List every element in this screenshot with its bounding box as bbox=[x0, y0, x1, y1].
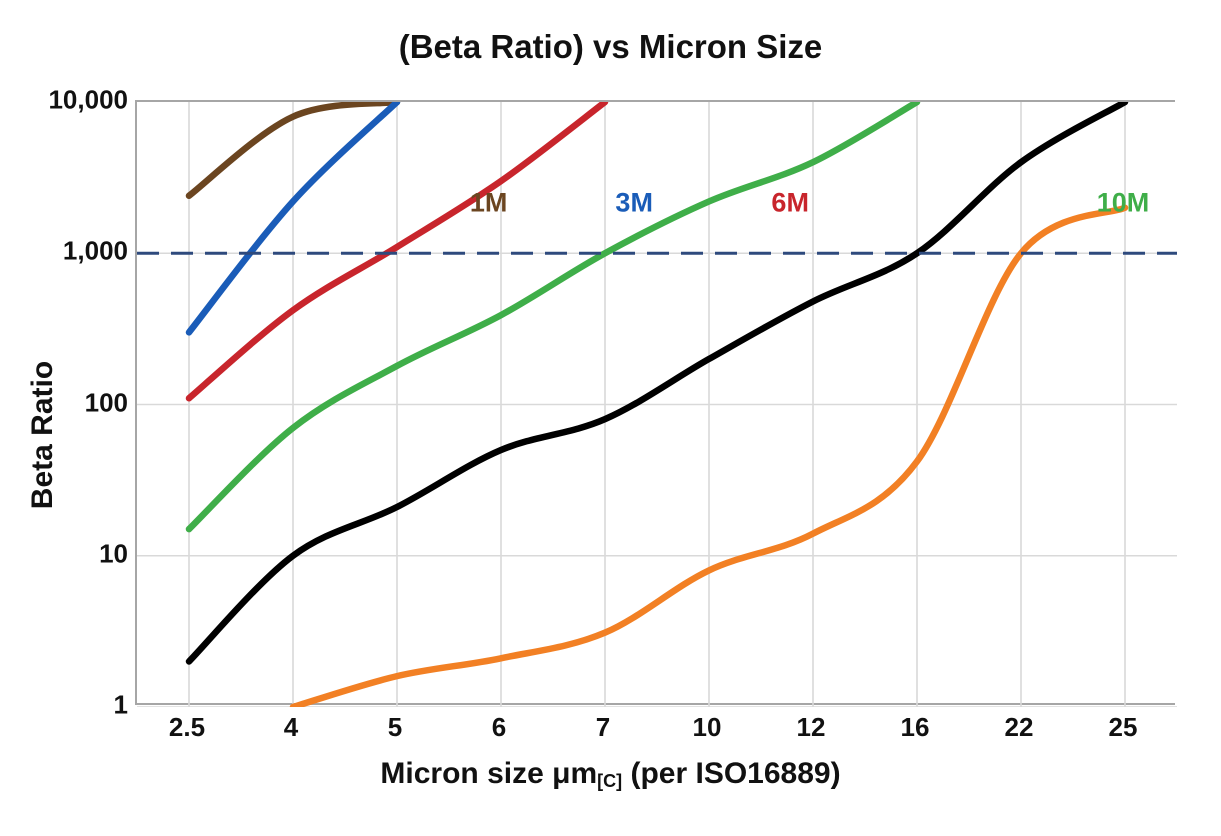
series-line-6m bbox=[185, 102, 609, 402]
y-tick-label-100: 100 bbox=[84, 387, 128, 417]
y-tick-label-10: 10 bbox=[99, 538, 128, 569]
plot-area bbox=[135, 100, 1177, 707]
y-tick-label-1000: 1,000 bbox=[62, 235, 128, 266]
x-tick-label-25: 25 bbox=[1108, 712, 1138, 742]
x-tick-label-12: 12 bbox=[796, 712, 826, 742]
x-axis-title-prefix: Micron size μm bbox=[380, 757, 598, 790]
x-tick-label-22: 22 bbox=[1004, 712, 1034, 742]
series-label-6m: 6M bbox=[771, 187, 809, 217]
x-tick-label-10: 10 bbox=[692, 712, 722, 742]
plot-svg bbox=[137, 102, 1177, 707]
series-line-3m bbox=[185, 102, 401, 336]
x-tick-label-6: 6 bbox=[491, 712, 507, 742]
series-label-3m: 3M bbox=[615, 187, 653, 217]
series-label-1m: 1M bbox=[469, 187, 508, 217]
x-tick-label-4: 4 bbox=[283, 712, 299, 742]
series-line-25m bbox=[289, 204, 1129, 707]
x-tick-label-7: 7 bbox=[595, 712, 611, 742]
x-axis-title-subscript: [C] bbox=[597, 771, 623, 791]
series-line-10m bbox=[185, 102, 921, 533]
y-tick-label-10000: 10,000 bbox=[48, 84, 128, 115]
series-line-16m bbox=[185, 102, 1129, 665]
series-label-10m: 10M bbox=[1096, 187, 1150, 217]
series-line-1m bbox=[185, 102, 401, 199]
x-axis-tick-labels: 2.5 4 5 6 7 10 12 16 22 25 bbox=[135, 712, 1175, 756]
x-axis-title: Micron size μm[C] (per ISO16889) bbox=[0, 757, 1221, 792]
x-axis-title-suffix: (per ISO16889) bbox=[622, 757, 841, 790]
chart-title: (Beta Ratio) vs Micron Size bbox=[398, 28, 823, 65]
x-tick-label-2-5: 2.5 bbox=[168, 712, 206, 742]
x-tick-label-16: 16 bbox=[900, 712, 930, 742]
y-axis-tick-labels: 10,000 1,000 100 10 1 bbox=[0, 85, 128, 720]
y-tick-label-1: 1 bbox=[113, 689, 128, 720]
x-tick-label-5: 5 bbox=[387, 712, 403, 742]
